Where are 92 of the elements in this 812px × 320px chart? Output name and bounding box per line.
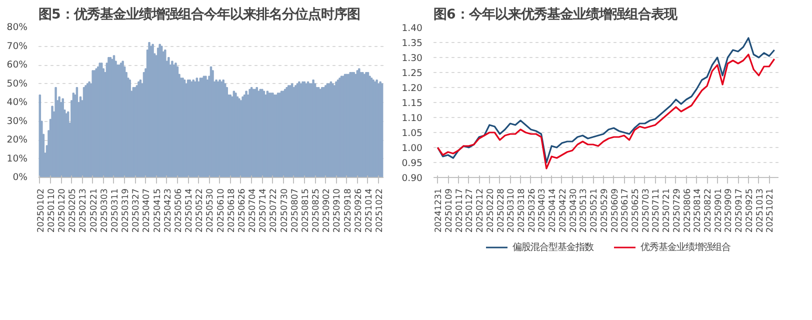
x-tick-label: 20250514 — [184, 188, 195, 233]
x-tick-label: 20250902 — [322, 188, 332, 233]
x-tick-label: 20250430 — [568, 188, 579, 233]
x-tick-label: 20250625 — [630, 188, 641, 233]
y-tick-label: 1.20 — [402, 83, 423, 94]
x-tick-label: 20250617 — [620, 188, 631, 233]
x-tick-label: 20250609 — [610, 188, 620, 233]
x-tick-label: 20241231 — [434, 188, 444, 233]
y-tick-label: 1.35 — [402, 38, 423, 49]
x-tick-label: 20251013 — [755, 188, 766, 233]
x-tick-label: 20250318 — [517, 188, 528, 233]
x-tick-label: 20250825 — [312, 188, 322, 233]
x-tick-label: 20250522 — [195, 188, 206, 233]
x-tick-label: 20250423 — [163, 188, 174, 233]
x-tick-label: 20250228 — [496, 188, 506, 233]
x-tick-label: 20250212 — [476, 188, 486, 233]
x-tick-label: 20250703 — [641, 188, 652, 233]
y-tick-label: 70% — [6, 40, 28, 52]
x-tick-label: 20250815 — [300, 188, 311, 233]
y-tick-label: 50% — [6, 78, 28, 90]
x-tick-label: 20250530 — [206, 188, 216, 233]
x-tick-label: 20250303 — [100, 188, 110, 233]
y-tick-label: 1.10 — [402, 113, 423, 124]
x-tick-label: 20250415 — [152, 188, 163, 233]
x-tick-label: 20250917 — [734, 188, 745, 233]
y-tick-label: 1.00 — [402, 143, 423, 154]
chart-title: 图6：今年以来优秀基金业绩增强组合表现 — [434, 6, 678, 22]
chart-title: 图5：优秀基金业绩增强组合今年以来排名分位点时序图 — [38, 6, 360, 22]
y-tick-label: 0% — [12, 172, 28, 183]
x-tick-label: 20250610 — [216, 188, 226, 233]
x-tick-label: 20250704 — [248, 188, 258, 233]
y-tick-label: 80% — [6, 22, 28, 33]
x-tick-label: 20250529 — [600, 188, 610, 233]
x-tick-label: 20250213 — [78, 188, 89, 233]
x-tick-label: 20250117 — [454, 188, 465, 233]
y-tick-label: 10% — [6, 153, 28, 164]
x-tick-label: 20250722 — [269, 188, 280, 233]
x-tick-label: 20250414 — [548, 188, 558, 233]
x-tick-label: 20250807 — [290, 188, 300, 233]
x-tick-label: 20250326 — [527, 188, 538, 233]
y-tick-label: 20% — [6, 134, 28, 146]
y-tick-label: 0.90 — [402, 173, 423, 184]
x-tick-label: 20250806 — [682, 188, 693, 233]
x-tick-label: 20250102 — [36, 188, 46, 233]
line-series — [436, 54, 776, 170]
x-tick-label: 20250109 — [444, 188, 455, 233]
x-tick-label: 20250721 — [662, 188, 672, 233]
y-tick-label: 1.05 — [402, 128, 423, 139]
x-tick-label: 20250221 — [89, 188, 100, 233]
y-tick-label: 60% — [6, 60, 28, 70]
x-tick-label: 20250626 — [237, 188, 248, 233]
x-tick-label: 20250120 — [58, 188, 68, 233]
x-tick-label: 20250711 — [652, 188, 662, 233]
x-tick-label: 20250327 — [132, 188, 142, 233]
x-tick-label: 20251022 — [375, 188, 386, 233]
y-tick-label: 1.15 — [402, 98, 423, 109]
x-tick-label: 20250925 — [744, 188, 755, 233]
x-tick-label: 20250319 — [121, 188, 132, 233]
x-tick-label: 20250506 — [174, 188, 184, 233]
y-tick-label: 1.40 — [402, 23, 423, 34]
legend-label: 优秀基金业绩增强组合 — [640, 240, 730, 254]
line-series — [436, 37, 776, 164]
x-tick-label: 20250422 — [558, 188, 568, 233]
x-tick-label: 20250729 — [672, 188, 682, 233]
x-tick-label: 20250407 — [142, 188, 152, 233]
x-tick-label: 20250618 — [226, 188, 237, 233]
x-tick-label: 20250110 — [46, 188, 57, 233]
y-tick-label: 1.30 — [402, 53, 423, 64]
y-tick-label: 0.95 — [402, 158, 423, 169]
x-tick-label: 20251021 — [766, 188, 776, 233]
x-tick-label: 20250926 — [354, 188, 364, 233]
x-tick-label: 20250311 — [110, 188, 120, 233]
x-tick-label: 20250910 — [332, 188, 343, 233]
x-tick-label: 20250403 — [538, 188, 548, 233]
x-tick-label: 20250205 — [68, 188, 78, 233]
x-tick-label: 20250730 — [280, 188, 290, 233]
y-tick-label: 40% — [6, 97, 28, 108]
x-tick-label: 20251014 — [364, 188, 374, 233]
x-tick-label: 20250909 — [724, 188, 734, 233]
x-tick-label: 20250814 — [693, 188, 704, 233]
x-tick-label: 20250714 — [258, 188, 269, 233]
x-tick-label: 20250901 — [714, 188, 724, 233]
x-tick-label: 20250822 — [704, 188, 714, 233]
y-tick-label: 1.25 — [402, 68, 423, 79]
x-tick-label: 20250513 — [579, 188, 590, 233]
x-tick-label: 20250127 — [465, 188, 476, 233]
x-tick-label: 20250918 — [343, 188, 354, 233]
y-tick-label: 30% — [6, 116, 28, 127]
x-tick-label: 20250310 — [506, 188, 517, 233]
legend-label: 偏股混合型基金指数 — [512, 240, 594, 254]
x-tick-label: 20250521 — [590, 188, 600, 233]
x-tick-label: 20250220 — [486, 188, 496, 233]
